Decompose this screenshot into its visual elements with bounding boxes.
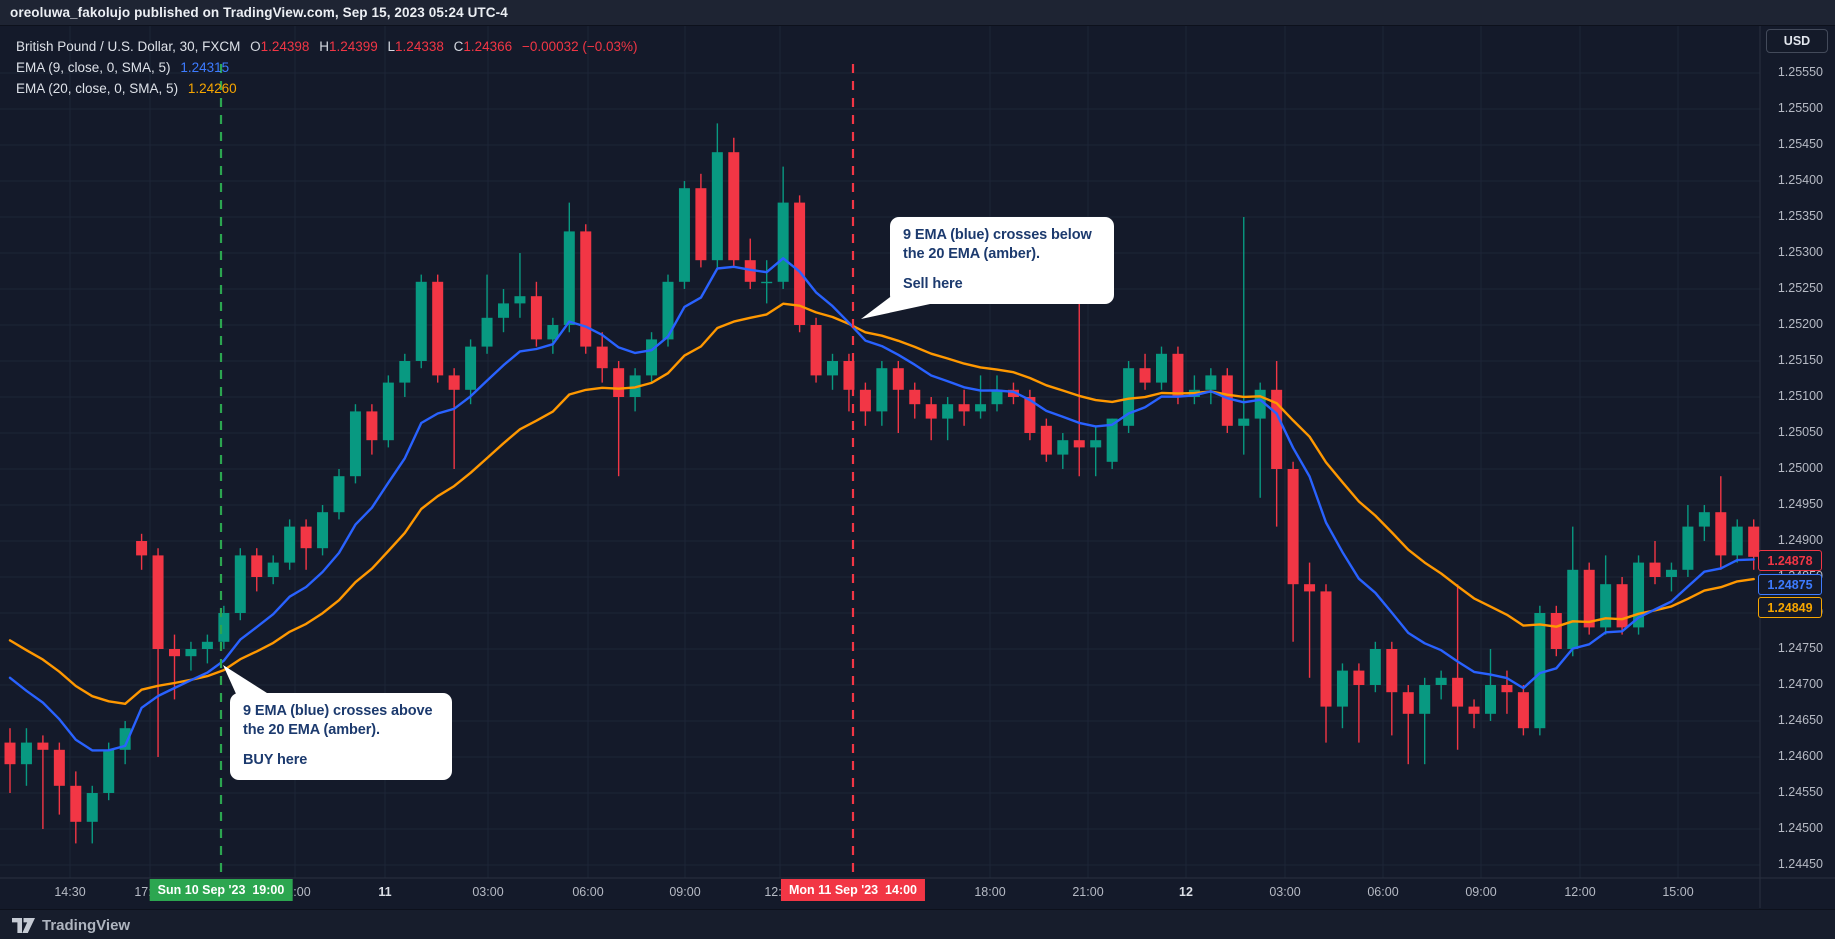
publish-line: oreoluwa_fakolujo published on TradingVi… bbox=[10, 5, 508, 20]
price-tick-label: 1.24950 bbox=[1777, 497, 1823, 511]
time-tick-label: 11 bbox=[378, 885, 392, 899]
ema20-value: 1.24260 bbox=[187, 81, 237, 96]
high-label: H bbox=[319, 39, 329, 54]
price-tick-label: 1.24650 bbox=[1777, 713, 1823, 727]
price-tick-label: 1.25500 bbox=[1777, 101, 1823, 115]
time-tick-label: 09:00 bbox=[1465, 885, 1497, 899]
publish-strip: oreoluwa_fakolujo published on TradingVi… bbox=[0, 0, 1835, 26]
tradingview-logo-link[interactable]: TradingView bbox=[12, 917, 130, 934]
price-tick-label: 1.24750 bbox=[1777, 641, 1823, 655]
legend-ema20-row[interactable]: EMA (20, close, 0, SMA, 5) 1.24260 bbox=[16, 78, 638, 99]
time-axis[interactable]: 14:3017:0021:001103:0006:0009:0012:0018:… bbox=[0, 879, 1761, 908]
ema9-line[interactable] bbox=[8, 257, 1755, 752]
sell-annotation-line1: 9 EMA (blue) crosses below bbox=[903, 227, 1092, 243]
buy-annotation-tail bbox=[223, 665, 278, 700]
plot-area[interactable] bbox=[0, 25, 1760, 878]
sell-annotation-action: Sell here bbox=[903, 276, 963, 292]
price-tick-label: 1.24450 bbox=[1777, 857, 1823, 871]
price-tag: 1.24878 bbox=[1758, 550, 1822, 571]
time-tick-label: 03:00 bbox=[472, 885, 504, 899]
close-value: 1.24366 bbox=[463, 39, 513, 54]
time-tick-label: 06:00 bbox=[1367, 885, 1399, 899]
price-tick-label: 1.25100 bbox=[1777, 389, 1823, 403]
grid bbox=[0, 25, 1760, 878]
price-tick-label: 1.25150 bbox=[1777, 353, 1823, 367]
price-tick-label: 1.24600 bbox=[1777, 749, 1823, 763]
price-tick-label: 1.25400 bbox=[1777, 173, 1823, 187]
price-tick-label: 1.25000 bbox=[1777, 461, 1823, 475]
price-tick-label: 1.25550 bbox=[1777, 65, 1823, 79]
ema20-line[interactable] bbox=[8, 302, 1755, 705]
price-tick-label: 1.24700 bbox=[1777, 677, 1823, 691]
price-axis[interactable]: USD 1.25550 1.25500 1.25450 1.25400 1.25350 1… bbox=[1758, 25, 1835, 878]
change-value: −0.00032 (−0.03%) bbox=[521, 39, 638, 54]
price-tick-label: 1.24500 bbox=[1777, 821, 1823, 835]
ema9-value: 1.24315 bbox=[180, 60, 230, 75]
price-tick-label: 1.24900 bbox=[1777, 533, 1823, 547]
price-tick-label: 1.25300 bbox=[1777, 245, 1823, 259]
price-tick-label: 1.25350 bbox=[1777, 209, 1823, 223]
high-value: 1.24399 bbox=[328, 39, 378, 54]
legend-ema9-row[interactable]: EMA (9, close, 0, SMA, 5) 1.24315 bbox=[16, 57, 638, 78]
price-tick-label: 1.24550 bbox=[1777, 785, 1823, 799]
time-tick-label: 15:00 bbox=[1662, 885, 1694, 899]
sell-annotation[interactable]: 9 EMA (blue) crosses below the 20 EMA (a… bbox=[890, 217, 1114, 304]
ema20-label: EMA (20, close, 0, SMA, 5) bbox=[16, 81, 179, 96]
time-tick-label: 03:00 bbox=[1269, 885, 1301, 899]
bottom-bar: TradingView bbox=[0, 909, 1835, 939]
buy-annotation-action: BUY here bbox=[243, 752, 308, 768]
ema9-label: EMA (9, close, 0, SMA, 5) bbox=[16, 60, 171, 75]
buy-annotation[interactable]: 9 EMA (blue) crosses above the 20 EMA (a… bbox=[230, 693, 452, 780]
buy-annotation-line1: 9 EMA (blue) crosses above bbox=[243, 703, 433, 719]
symbol-title: British Pound / U.S. Dollar, 30, FXCM bbox=[16, 39, 241, 54]
low-value: 1.24338 bbox=[395, 39, 444, 54]
open-label: O bbox=[250, 39, 261, 54]
session-marker-label[interactable]: Mon 11 Sep '23 14:00 bbox=[780, 879, 926, 901]
sell-annotation-line2: the 20 EMA (amber). bbox=[903, 246, 1040, 262]
buy-annotation-line2: the 20 EMA (amber). bbox=[243, 722, 380, 738]
time-tick-label: 12:00 bbox=[1564, 885, 1596, 899]
close-label: C bbox=[453, 39, 464, 54]
low-label: L bbox=[387, 39, 396, 54]
price-tick-label: 1.25250 bbox=[1777, 281, 1823, 295]
currency-toggle-button[interactable]: USD bbox=[1766, 29, 1828, 53]
session-marker-label[interactable]: Sun 10 Sep '23 19:00 bbox=[149, 879, 293, 901]
time-tick-label: 21:00 bbox=[1072, 885, 1104, 899]
price-tag: 1.24849 bbox=[1758, 597, 1822, 618]
price-tag: 1.24875 bbox=[1758, 574, 1822, 595]
time-tick-label: 12 bbox=[1179, 885, 1193, 899]
price-tick-label: 1.25200 bbox=[1777, 317, 1823, 331]
price-tick-label: 1.25050 bbox=[1777, 425, 1823, 439]
time-tick-label: 18:00 bbox=[974, 885, 1006, 899]
candlestick-series bbox=[4, 123, 1760, 844]
open-value: 1.24398 bbox=[260, 39, 310, 54]
tradingview-logo-text: TradingView bbox=[42, 916, 131, 934]
time-tick-label: 06:00 bbox=[572, 885, 604, 899]
time-tick-label: 09:00 bbox=[669, 885, 701, 899]
legend-symbol-row[interactable]: British Pound / U.S. Dollar, 30, FXCM O1… bbox=[16, 36, 638, 57]
time-tick-label: 14:30 bbox=[54, 885, 86, 899]
price-tick-label: 1.25450 bbox=[1777, 137, 1823, 151]
chart-legend: British Pound / U.S. Dollar, 30, FXCM O1… bbox=[16, 36, 638, 99]
tradingview-logo-icon bbox=[12, 917, 35, 933]
